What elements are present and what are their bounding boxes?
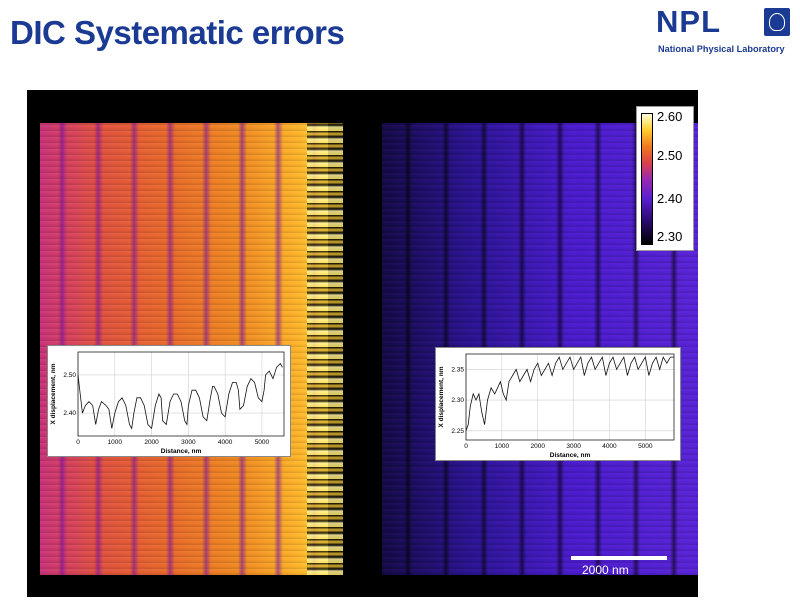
dic-figure: 2.60 2.50 2.40 2.30 2000 nm 0 1000 2000 300… xyxy=(27,90,698,597)
x-axis-label: Distance, nm xyxy=(550,452,591,459)
logo-subtitle: National Physical Laboratory xyxy=(658,44,785,54)
npl-crest-icon xyxy=(764,8,790,36)
y-axis-label: X displacement, nm xyxy=(438,366,445,427)
series-line xyxy=(77,362,283,430)
series-line xyxy=(465,355,674,431)
displacement-map-left-edge xyxy=(307,123,343,575)
y-axis-label: X displacement, nm xyxy=(50,363,57,424)
x-tick-label: 0 xyxy=(76,439,80,446)
inset-plot-right: 0 1000 2000 3000 4000 5000 2.25 2.30 2.35 Distanc… xyxy=(435,347,681,461)
plot-frame xyxy=(77,351,285,437)
scale-bar xyxy=(571,556,667,560)
colorbar-tick: 2.40 xyxy=(657,191,683,206)
y-tick-label: 2.30 xyxy=(451,397,464,404)
x-tick-label: 5000 xyxy=(255,439,270,446)
x-tick-label: 1000 xyxy=(108,439,123,446)
y-tick-label: 2.25 xyxy=(451,428,464,435)
inset-chart-right: 0 1000 2000 3000 4000 5000 2.25 2.30 2.35 Distanc… xyxy=(438,353,675,459)
colorbar-gradient xyxy=(641,113,653,245)
x-tick-label: 3000 xyxy=(181,439,196,446)
x-tick-label: 1000 xyxy=(495,443,510,450)
x-tick-label: 2000 xyxy=(530,443,545,450)
logo-text: NPL xyxy=(656,4,721,39)
scale-bar-label: 2000 nm xyxy=(582,563,629,577)
x-tick-label: 0 xyxy=(464,443,468,450)
x-axis-label: Distance, nm xyxy=(161,448,202,455)
colorbar-tick: 2.60 xyxy=(657,109,683,124)
npl-logo: NPL National Physical Laboratory xyxy=(656,4,796,60)
colorbar-tick: 2.30 xyxy=(657,229,683,244)
y-tick-label: 2.50 xyxy=(63,372,76,379)
y-tick-label: 2.35 xyxy=(451,366,464,373)
x-tick-label: 2000 xyxy=(144,439,159,446)
inset-chart-left: 0 1000 2000 3000 4000 5000 2.40 2.50 Distance, n… xyxy=(50,351,285,455)
x-tick-label: 5000 xyxy=(638,443,653,450)
colorbar-legend: 2.60 2.50 2.40 2.30 xyxy=(636,106,694,251)
inset-plot-left: 0 1000 2000 3000 4000 5000 2.40 2.50 Distance, n… xyxy=(47,345,291,457)
x-tick-label: 4000 xyxy=(602,443,617,450)
y-tick-label: 2.40 xyxy=(63,410,76,417)
x-tick-label: 3000 xyxy=(566,443,581,450)
x-tick-label: 4000 xyxy=(218,439,233,446)
colorbar-tick: 2.50 xyxy=(657,148,683,163)
plot-frame xyxy=(465,353,675,441)
slide-title: DIC Systematic errors xyxy=(10,14,345,51)
